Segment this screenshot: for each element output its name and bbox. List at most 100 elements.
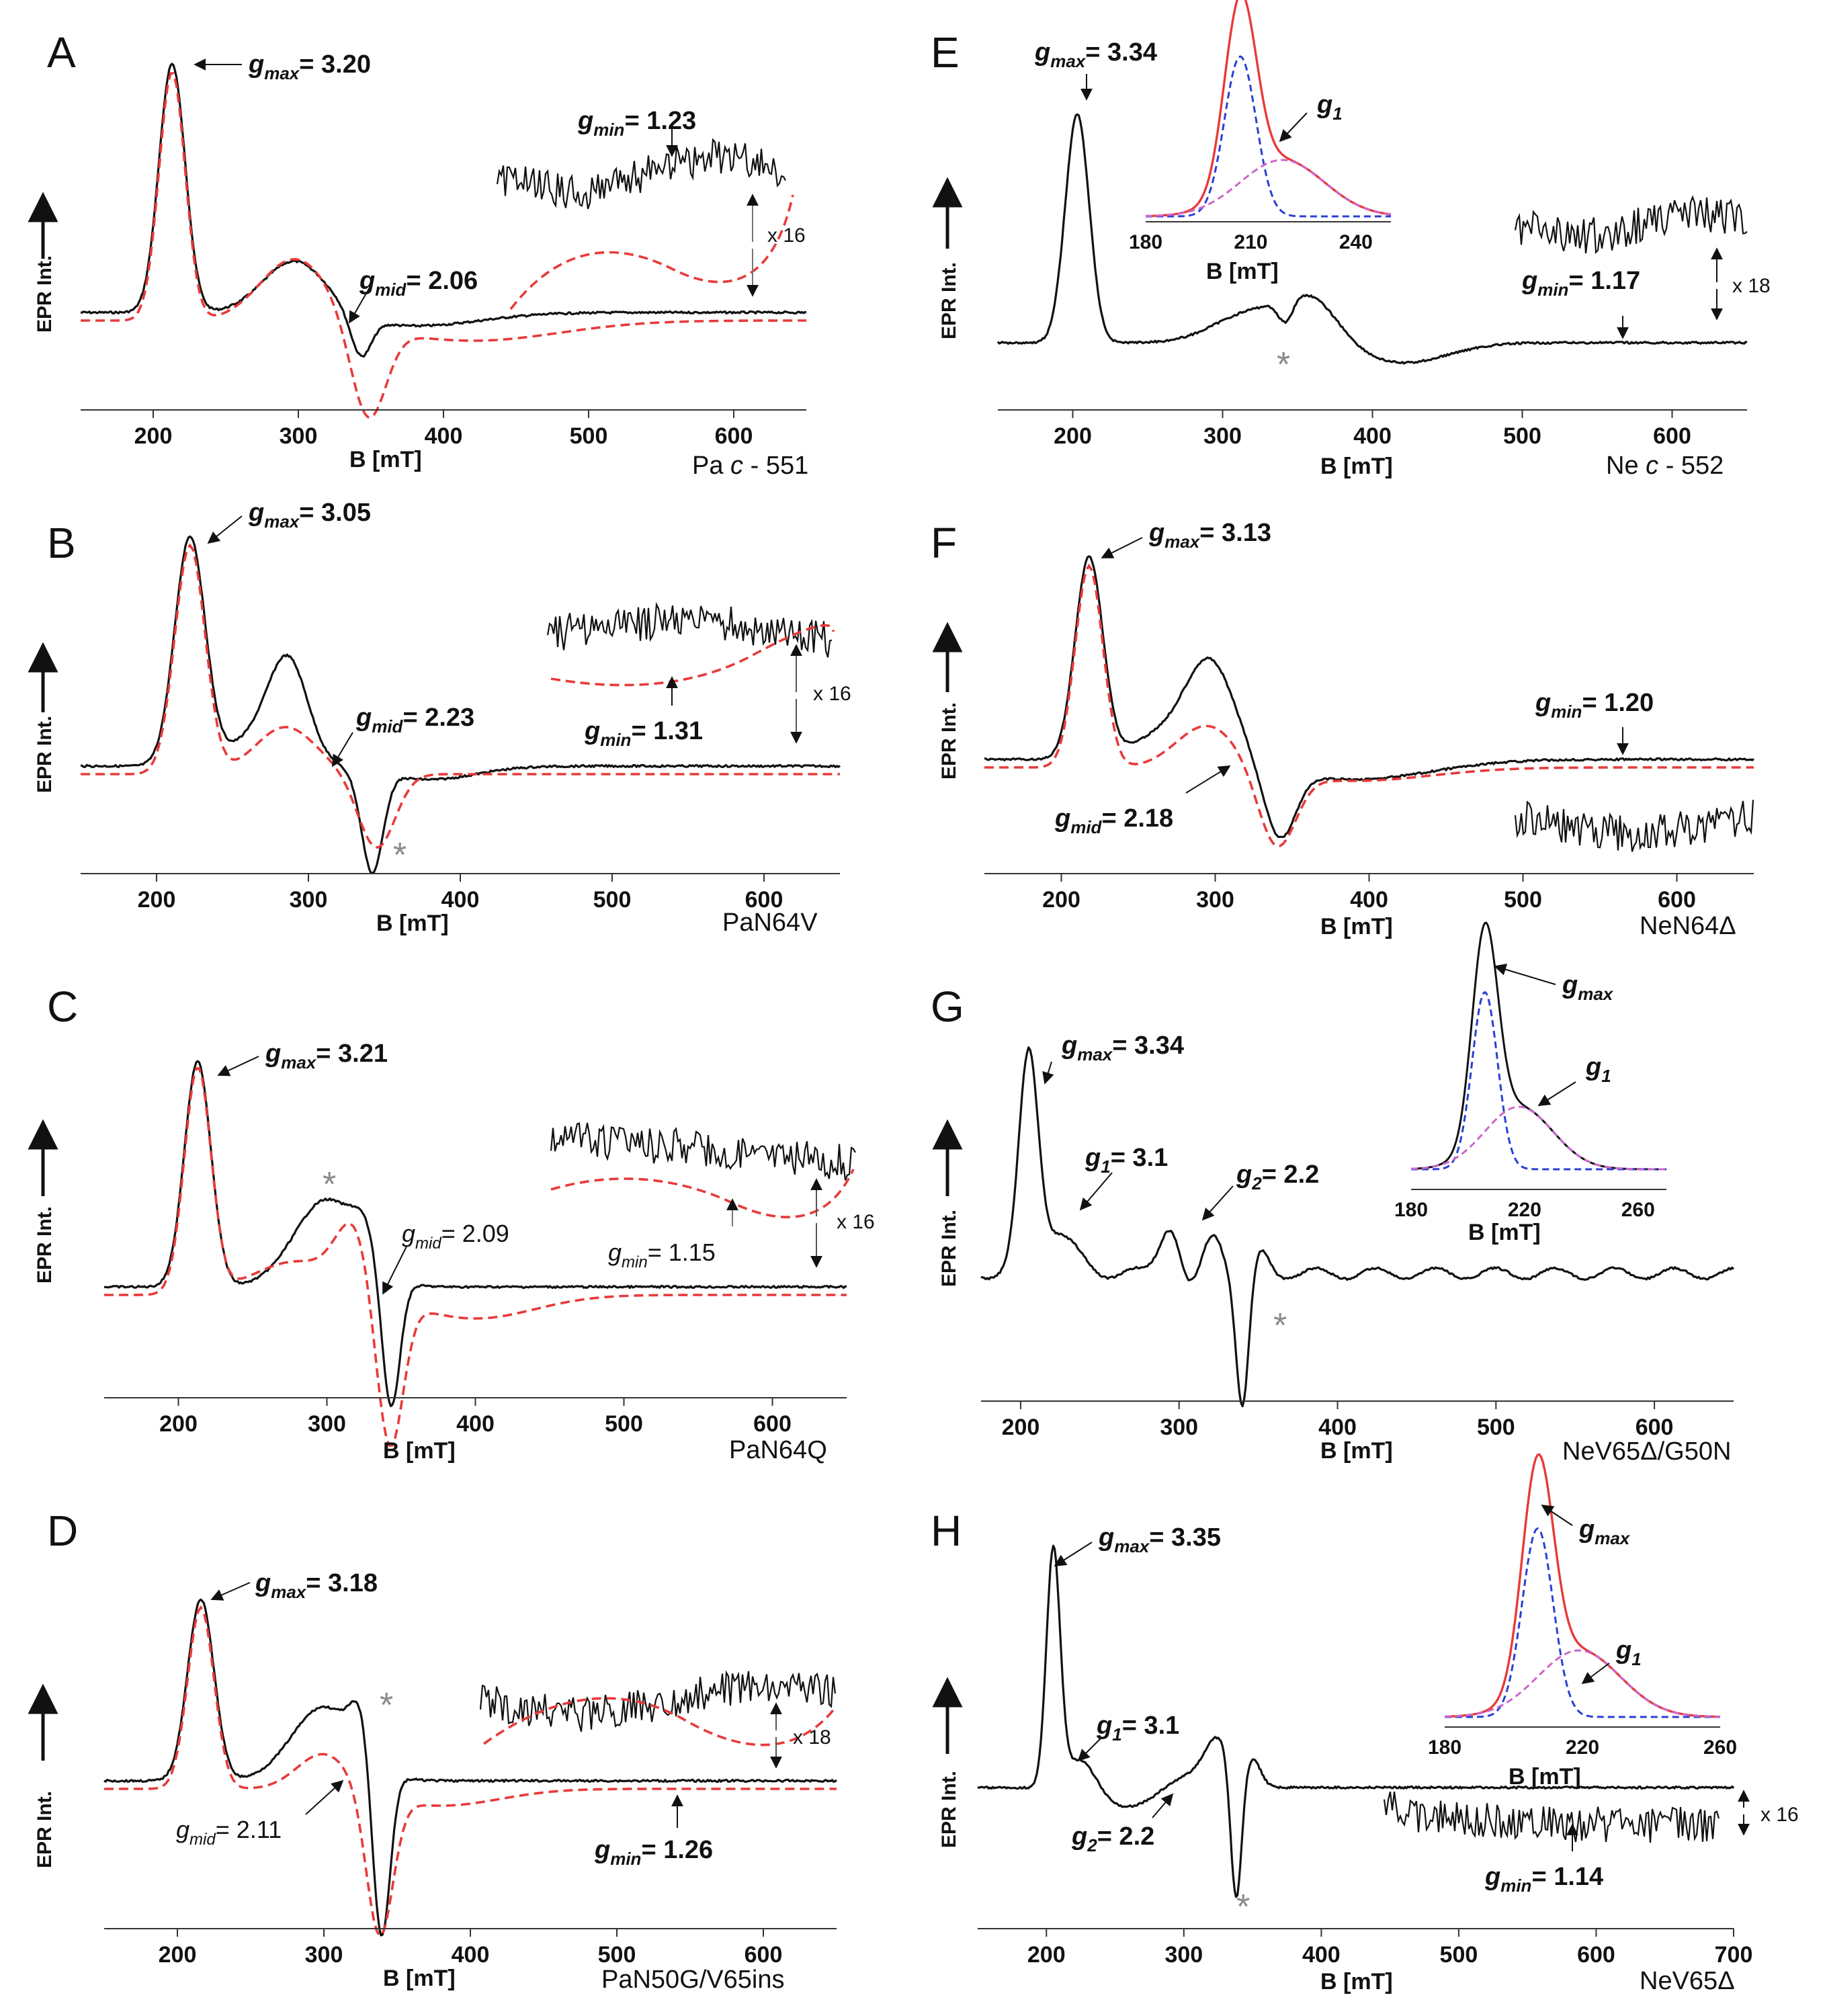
artifact-star-g: * xyxy=(1273,1306,1287,1345)
experimental-trace-a xyxy=(80,62,807,358)
inset-g1-arrow-e xyxy=(1279,112,1308,142)
inset-g1-label-g: g1 xyxy=(1585,1053,1611,1086)
scale-annotation-h: x 16 xyxy=(1738,1790,1799,1836)
x-tick-label: 600 xyxy=(745,1942,783,1968)
panel-c: C EPR Int. 200 300 400 500 600 B [mT] PaN64Q… xyxy=(28,982,875,1464)
simulation-trace-b xyxy=(81,543,840,849)
ylabel-f: EPR Int. xyxy=(938,702,960,780)
panel-letter-b: B xyxy=(47,519,76,567)
svg-text:x 16: x 16 xyxy=(1760,1804,1799,1826)
inset-tick-label: 260 xyxy=(1703,1736,1737,1759)
inset-e: 180 210 240 B [mT] g1 xyxy=(1129,0,1392,284)
experimental-trace-g xyxy=(980,1046,1735,1408)
svg-text:gmid= 2.11: gmid= 2.11 xyxy=(176,1816,282,1849)
scale-annotation-b: x 16 xyxy=(790,644,851,744)
experimental-trace-f xyxy=(984,555,1754,839)
inset-component-2-h xyxy=(1444,1649,1720,1718)
xlabel-b: B [mT] xyxy=(376,911,449,936)
inset-ticks-h: 180 220 260 xyxy=(1428,1736,1737,1759)
sample-label-d: PaN50G/V65ins xyxy=(601,1966,785,1994)
gmax-annotation-b: gmax= 3.05 xyxy=(207,499,371,544)
x-tick-label: 400 xyxy=(1318,1415,1357,1440)
svg-text:gmin= 1.14: gmin= 1.14 xyxy=(1484,1863,1603,1896)
svg-text:g1= 3.1: g1= 3.1 xyxy=(1096,1712,1179,1745)
xlabel-e: B [mT] xyxy=(1320,454,1393,479)
inset-xlabel-g: B [mT] xyxy=(1468,1220,1541,1245)
x-tick-label: 600 xyxy=(1636,1415,1674,1440)
panel-letter-g: G xyxy=(931,982,964,1031)
gmin-expansion-trace-d xyxy=(479,1670,837,1732)
svg-text:gmax= 3.21: gmax= 3.21 xyxy=(265,1040,388,1073)
gmid-annotation-c: gmid= 2.09 xyxy=(382,1220,509,1295)
svg-text:x 16: x 16 xyxy=(813,683,851,705)
gmid-annotation-d: gmid= 2.11 xyxy=(176,1779,344,1849)
x-ticks-b: 200 300 400 500 600 xyxy=(138,874,783,913)
inset-component-1-g xyxy=(1411,991,1666,1171)
x-tick-label: 300 xyxy=(1164,1942,1203,1968)
xlabel-a: B [mT] xyxy=(349,447,422,472)
gmin-annotation-f: gmin= 1.20 xyxy=(1535,689,1654,755)
gmin-expansion-trace-e xyxy=(1514,195,1748,255)
gmax-annotation-a: gmax= 3.20 xyxy=(194,50,371,83)
x-tick-label: 300 xyxy=(308,1411,346,1437)
x-ticks-h: 200 300 400 500 600 700 xyxy=(1027,1929,1752,1968)
gmax-annotation-d: gmax= 3.18 xyxy=(210,1569,378,1602)
svg-text:gmax= 3.20: gmax= 3.20 xyxy=(248,50,371,83)
y-axis-label-e: EPR Int. xyxy=(932,177,963,339)
gmin-expansion-fit-b xyxy=(550,624,835,687)
x-ticks-f: 200 300 400 500 600 xyxy=(1042,874,1696,913)
gmid-annotation-a: gmid= 2.06 xyxy=(349,267,478,324)
svg-text:g2= 2.2: g2= 2.2 xyxy=(1236,1161,1319,1193)
svg-text:x 18: x 18 xyxy=(1732,275,1771,297)
ylabel-h: EPR Int. xyxy=(938,1771,960,1848)
inset-g1-label-e: g1 xyxy=(1316,91,1343,124)
inset-ticks-g: 180 220 260 xyxy=(1394,1199,1655,1221)
gmid-annotation-b: gmid= 2.23 xyxy=(332,704,474,767)
panel-letter-d: D xyxy=(47,1507,78,1555)
svg-text:gmin= 1.15: gmin= 1.15 xyxy=(608,1238,716,1271)
panel-letter-f: F xyxy=(931,519,957,567)
inset-ticks-e: 180 210 240 xyxy=(1129,231,1373,253)
x-tick-label: 500 xyxy=(593,887,632,913)
inset-xlabel-e: B [mT] xyxy=(1206,259,1279,284)
g2-annotation-g: g2= 2.2 xyxy=(1201,1161,1319,1221)
scale-annotation-d: x 18 xyxy=(770,1702,831,1769)
simulation-trace-c xyxy=(104,1066,847,1447)
ylabel-a: EPR Int. xyxy=(34,255,56,333)
y-axis-label-h: EPR Int. xyxy=(932,1677,963,1848)
svg-text:gmid= 2.18: gmid= 2.18 xyxy=(1054,804,1173,837)
gmin-annotation-e: gmin= 1.17 xyxy=(1521,267,1640,339)
x-tick-label: 700 xyxy=(1715,1942,1753,1968)
x-tick-label: 600 xyxy=(1577,1942,1615,1968)
inset-g: 180 220 260 B [mT] gmax g1 xyxy=(1394,921,1666,1245)
inset-tick-label: 220 xyxy=(1566,1736,1599,1759)
svg-text:gmin= 1.26: gmin= 1.26 xyxy=(594,1836,713,1869)
panel-a: A EPR Int. 200 300 400 500 600 B [mT] Pa c -… xyxy=(28,28,808,480)
x-tick-label: 400 xyxy=(1302,1942,1341,1968)
ylabel-e: EPR Int. xyxy=(938,262,960,339)
gmin-annotation-h: gmin= 1.14 xyxy=(1484,1823,1603,1896)
gmax-annotation-e: gmax= 3.34 xyxy=(1034,38,1157,101)
inset-component-1-e xyxy=(1146,55,1391,218)
sample-label-e: Ne c - 552 xyxy=(1606,452,1724,480)
experimental-trace-h xyxy=(977,1544,1735,1898)
panel-h: H EPR Int. 200 300 400 500 600 700 B [mT] NeV… xyxy=(931,1453,1799,1995)
svg-text:g2= 2.2: g2= 2.2 xyxy=(1071,1822,1154,1855)
gmin-expansion-trace-f xyxy=(1514,800,1754,852)
simulation-trace-f xyxy=(984,563,1754,847)
x-tick-label: 300 xyxy=(305,1942,343,1968)
x-tick-label: 200 xyxy=(159,1942,197,1968)
g1-annotation-g: g1= 3.1 xyxy=(1079,1144,1168,1211)
xlabel-g: B [mT] xyxy=(1320,1438,1393,1464)
scale-annotation-e: x 18 xyxy=(1711,247,1771,321)
inset-tick-label: 180 xyxy=(1428,1736,1461,1759)
x-tick-label: 500 xyxy=(598,1942,636,1968)
panel-d: D EPR Int. 200 300 400 500 600 B [mT] PaN50G… xyxy=(28,1507,837,1994)
svg-text:x 16: x 16 xyxy=(767,224,806,247)
x-tick-label: 200 xyxy=(1054,423,1092,449)
sample-label-b: PaN64V xyxy=(722,909,818,937)
x-tick-label: 400 xyxy=(456,1411,495,1437)
svg-text:g1= 3.1: g1= 3.1 xyxy=(1085,1144,1168,1177)
inset-tick-label: 240 xyxy=(1339,231,1373,253)
scale-annotation-a: x 16 xyxy=(747,194,806,297)
